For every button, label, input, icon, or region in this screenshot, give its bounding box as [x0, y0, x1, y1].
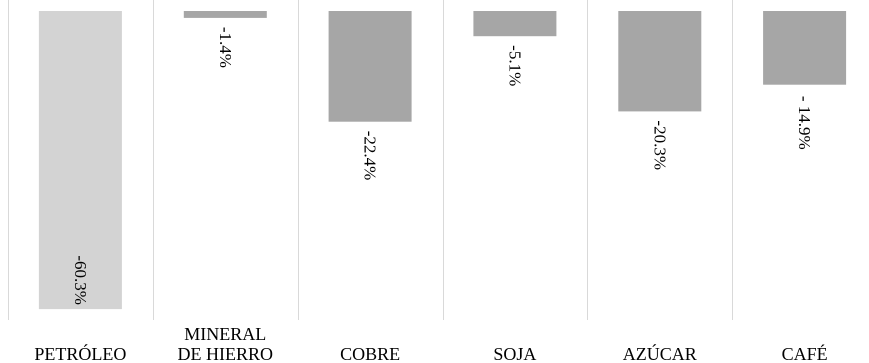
bar — [328, 11, 412, 122]
data-labels: -60.3% -1.4% -22.4% -5.1% -20.3% - 14.9% — [71, 27, 814, 305]
data-label: - 14.9% — [795, 96, 814, 150]
category-label-line: MINERAL — [184, 324, 266, 344]
category-label: COBRE — [340, 344, 400, 363]
bar — [763, 11, 847, 85]
category-label: CAFÉ — [782, 343, 828, 363]
data-label: -5.1% — [505, 45, 524, 86]
data-label: -60.3% — [71, 255, 90, 305]
category-label-line: CAFÉ — [782, 343, 828, 363]
category-label-line: SOJA — [493, 344, 536, 363]
bar — [618, 11, 702, 112]
bar — [38, 11, 122, 310]
data-label: -20.3% — [650, 120, 669, 170]
grid-lines — [8, 0, 733, 320]
category-label-line: COBRE — [340, 344, 400, 363]
category-label-line: PETRÓLEO — [34, 343, 126, 363]
data-label: -1.4% — [216, 27, 235, 68]
bar — [183, 11, 267, 18]
category-label: AZÚCAR — [623, 343, 697, 363]
data-label: -22.4% — [361, 131, 380, 181]
bar — [473, 11, 557, 37]
category-label: SOJA — [493, 344, 536, 363]
bars — [38, 11, 847, 310]
category-label-line: AZÚCAR — [623, 343, 697, 363]
category-label: PETRÓLEO — [34, 343, 126, 363]
category-labels: PETRÓLEO MINERAL DE HIERRO COBRE SOJA AZÚCAR C… — [34, 324, 827, 363]
category-label-line: DE HIERRO — [178, 344, 274, 363]
category-label: MINERAL DE HIERRO — [178, 324, 274, 363]
